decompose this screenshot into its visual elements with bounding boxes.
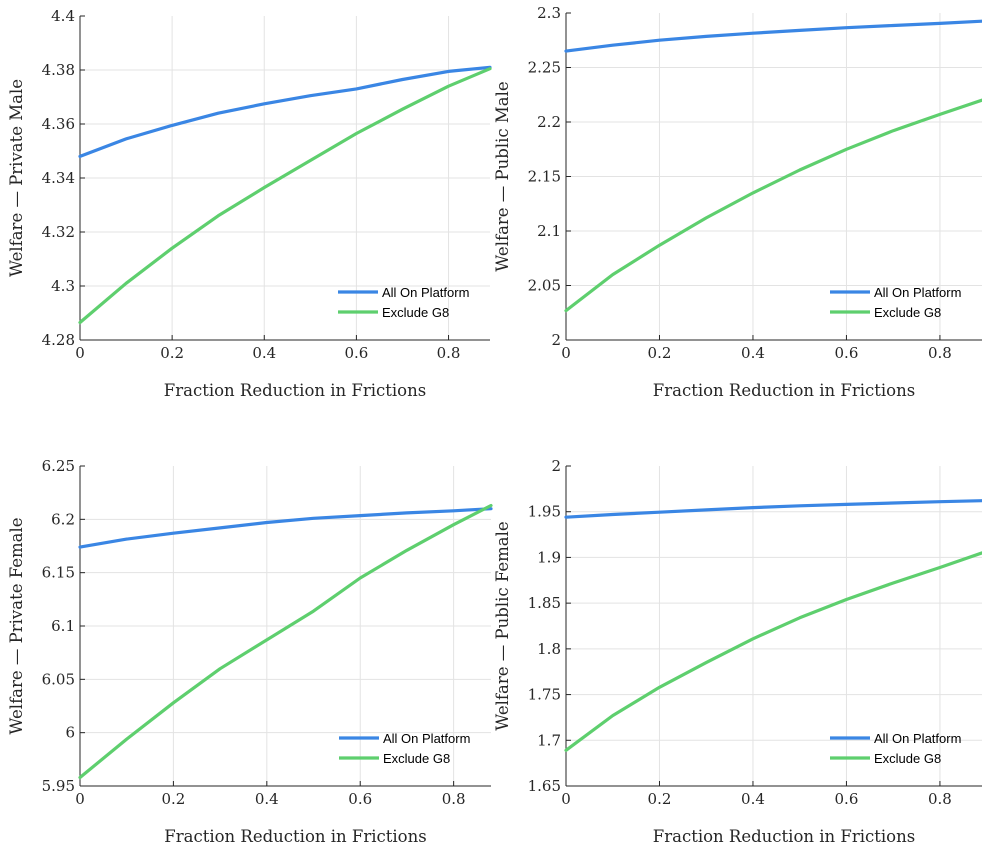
chart-panel-2: 0 0.2 0.4 0.6 0.8 2 2.05 2.1 2.15 2.2 2.25 2.3 Fract…	[493, 4, 982, 400]
y-tick-label: 2	[551, 457, 561, 475]
y-axis-label: Welfare — Private Male	[7, 79, 26, 277]
y-tick-label: 6.2	[51, 510, 75, 528]
x-tick-label: 0	[75, 790, 85, 808]
legend-label-exclude-g8: Exclude G8	[874, 751, 941, 766]
x-tick-label: 0.8	[928, 344, 952, 362]
x-axis-label: Fraction Reduction in Frictions	[653, 381, 915, 400]
y-tick-label: 4.32	[42, 223, 75, 241]
series-line-exclude-g8	[78, 503, 493, 780]
x-tick-label: 0.2	[161, 790, 185, 808]
y-tick-label: 4.38	[42, 61, 75, 79]
x-tick-label: 0.8	[928, 790, 952, 808]
y-tick-label: 1.85	[528, 594, 561, 612]
x-tick-label: 0	[561, 790, 571, 808]
y-tick-label: 6.1	[51, 617, 75, 635]
y-tick-label: 2	[551, 331, 561, 349]
y-tick-label: 4.4	[51, 7, 75, 25]
chart-panel-3: 0 0.2 0.4 0.6 0.8 5.95 6 6.05 6.1 6.15 6.2 6.25 Frac…	[7, 457, 493, 846]
y-tick-label: 2.15	[528, 168, 561, 186]
y-axis-label: Welfare — Public Female	[493, 521, 512, 730]
x-tick-label: 0	[75, 344, 85, 362]
legend-label-all-on-platform: All On Platform	[874, 731, 961, 746]
legend-label-all-on-platform: All On Platform	[382, 285, 469, 300]
y-tick-label: 1.65	[528, 777, 561, 795]
y-tick-label: 1.7	[537, 731, 561, 749]
legend-label-all-on-platform: All On Platform	[874, 285, 961, 300]
series-line-all-on-platform	[564, 499, 982, 519]
x-tick-label: 0.8	[437, 344, 461, 362]
series-line-all-on-platform	[78, 65, 492, 158]
y-tick-label: 2.05	[528, 277, 561, 295]
series-line-all-on-platform	[78, 507, 493, 549]
y-tick-label: 6.15	[42, 564, 75, 582]
y-tick-label: 2.2	[537, 113, 561, 131]
x-tick-label: 0.8	[442, 790, 466, 808]
x-tick-label: 0.2	[648, 790, 672, 808]
x-tick-label: 0.2	[648, 344, 672, 362]
x-axis-label: Fraction Reduction in Frictions	[164, 381, 426, 400]
legend-label-exclude-g8: Exclude G8	[383, 751, 450, 766]
y-tick-label: 5.95	[42, 777, 75, 795]
y-tick-label: 4.36	[42, 115, 75, 133]
x-tick-label: 0.6	[344, 344, 368, 362]
chart-panel-1: 0 0.2 0.4 0.6 0.8 4.28 4.3 4.32 4.34 4.36 4.38 4.4 F…	[7, 7, 492, 400]
x-tick-label: 0.6	[348, 790, 372, 808]
y-tick-label: 2.1	[537, 222, 561, 240]
y-axis-label: Welfare — Private Female	[7, 517, 26, 734]
y-tick-label: 4.3	[51, 277, 75, 295]
legend-label-all-on-platform: All On Platform	[383, 731, 470, 746]
y-tick-label: 6.25	[42, 457, 75, 475]
chart-panel-4: 0 0.2 0.4 0.6 0.8 1.65 1.7 1.75 1.8 1.85 1.9 1.95 2 F…	[493, 457, 982, 846]
series-line-exclude-g8	[564, 551, 982, 752]
series-line-exclude-g8	[78, 67, 492, 325]
x-tick-label: 0.6	[835, 790, 859, 808]
y-tick-label: 1.95	[528, 503, 561, 521]
x-tick-label: 0.4	[255, 790, 279, 808]
x-tick-label: 0.4	[741, 790, 765, 808]
legend-label-exclude-g8: Exclude G8	[382, 305, 449, 320]
x-tick-label: 0.6	[835, 344, 859, 362]
y-tick-label: 4.28	[42, 331, 75, 349]
series-line-exclude-g8	[564, 98, 982, 313]
x-tick-label: 0.4	[741, 344, 765, 362]
x-axis-label: Fraction Reduction in Frictions	[653, 827, 915, 846]
y-tick-label: 1.75	[528, 686, 561, 704]
legend-label-exclude-g8: Exclude G8	[874, 305, 941, 320]
y-tick-label: 6.05	[42, 670, 75, 688]
y-tick-label: 1.9	[537, 548, 561, 566]
y-tick-label: 2.25	[528, 59, 561, 77]
x-tick-label: 0.2	[160, 344, 184, 362]
y-tick-label: 6	[65, 724, 75, 742]
y-axis-label: Welfare — Public Male	[493, 81, 512, 271]
y-tick-label: 2.3	[537, 4, 561, 22]
x-tick-label: 0	[561, 344, 571, 362]
y-tick-label: 4.34	[42, 169, 75, 187]
x-tick-label: 0.4	[252, 344, 276, 362]
series-line-all-on-platform	[564, 19, 982, 53]
x-axis-label: Fraction Reduction in Frictions	[164, 827, 426, 846]
y-tick-label: 1.8	[537, 640, 561, 658]
